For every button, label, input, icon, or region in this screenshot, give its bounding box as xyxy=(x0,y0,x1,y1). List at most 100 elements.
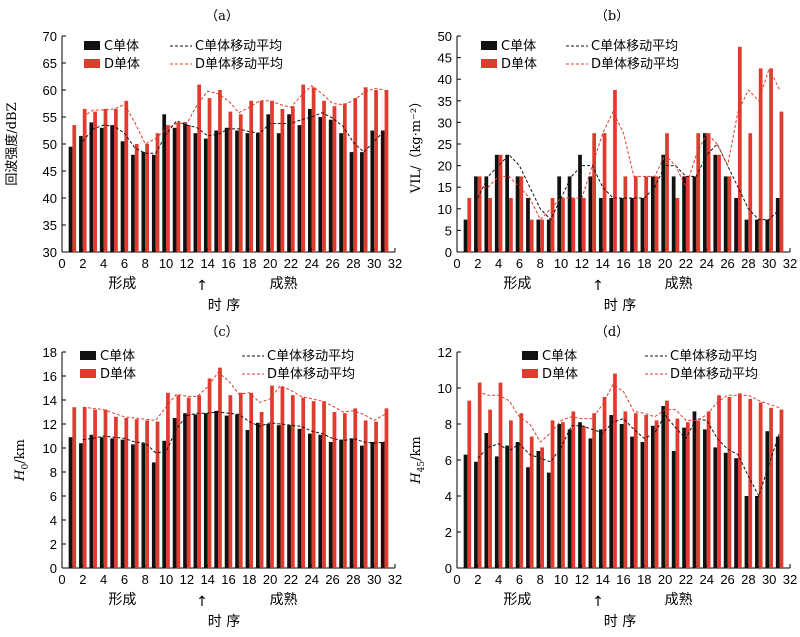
bar-c xyxy=(224,415,229,568)
bar-c xyxy=(235,130,239,252)
x-tick-label: 8 xyxy=(537,572,544,587)
x-tick-label: 4 xyxy=(100,256,107,271)
legend-label: C单体 xyxy=(501,39,536,54)
bar-d xyxy=(322,100,326,252)
y-tick-label: 35 xyxy=(43,218,57,233)
x-tick-label: 14 xyxy=(200,572,214,587)
bar-c xyxy=(297,125,302,252)
y-tick-label: 10 xyxy=(43,441,57,456)
bar-d xyxy=(166,125,170,252)
bar-d xyxy=(290,395,295,568)
bar-d xyxy=(717,395,721,568)
y-tick-label: 2 xyxy=(50,537,57,552)
bar-d xyxy=(186,125,191,252)
bar-c xyxy=(349,152,354,252)
x-tick-label: 18 xyxy=(637,256,651,271)
bar-d xyxy=(270,385,274,568)
x-tick-label: 26 xyxy=(325,256,339,271)
bar-c xyxy=(151,462,156,568)
y-tick-label: 0 xyxy=(445,561,452,576)
bar-c xyxy=(682,176,686,252)
legend-label: D单体 xyxy=(501,57,537,72)
x-tick-label: 12 xyxy=(575,572,589,587)
formation-label: 形成 xyxy=(503,592,531,608)
bar-c xyxy=(183,413,187,568)
bar-d xyxy=(322,401,326,568)
bar-d xyxy=(779,111,784,252)
x-tick-label: 22 xyxy=(679,572,693,587)
panel-title: （c） xyxy=(205,325,238,340)
bar-d xyxy=(706,411,711,568)
y-tick-label: 12 xyxy=(438,345,452,360)
x-tick-label: 26 xyxy=(325,572,339,587)
bar-c xyxy=(68,437,73,568)
y-tick-label: 65 xyxy=(43,56,57,71)
panel-title: （a） xyxy=(205,9,239,24)
x-tick-label: 8 xyxy=(142,256,149,271)
legend: C单体 D单体 C单体移动平均 D单体移动平均 xyxy=(84,39,283,72)
bar-d xyxy=(332,106,337,252)
bar-d xyxy=(374,90,378,252)
moving-average-line-c xyxy=(477,143,780,221)
bar-d xyxy=(301,84,306,252)
x-tick-label: 0 xyxy=(453,572,460,587)
bar-c xyxy=(682,427,686,568)
x-tick-label: 24 xyxy=(305,256,319,271)
bar-d xyxy=(124,418,129,568)
y-tick-label: 12 xyxy=(43,417,57,432)
legend-label: D单体移动平均 xyxy=(591,57,679,72)
legend-label: C单体 xyxy=(104,39,139,54)
bar-c xyxy=(619,424,624,568)
bar-c xyxy=(505,445,510,568)
bar-c xyxy=(297,428,302,568)
y-tick-label: 16 xyxy=(43,369,57,384)
bar-c xyxy=(588,438,593,568)
bar-d xyxy=(498,154,503,252)
bar-d xyxy=(280,108,285,253)
bar-c xyxy=(255,133,260,252)
bar-c xyxy=(765,431,770,568)
bar-c xyxy=(713,154,718,252)
bar-d xyxy=(529,436,534,568)
bar-c xyxy=(619,198,624,252)
bar-d xyxy=(238,392,243,568)
x-tick-label: 0 xyxy=(453,256,460,271)
bar-c xyxy=(380,130,385,252)
y-tick-label: 15 xyxy=(438,180,452,195)
bar-c xyxy=(360,152,364,252)
y-tick-label: 45 xyxy=(43,164,57,179)
legend-label: D单体移动平均 xyxy=(267,367,355,382)
bar-c xyxy=(328,119,333,252)
bar-c xyxy=(661,406,666,568)
mature-label: 成熟 xyxy=(665,592,693,608)
bar-c xyxy=(193,414,198,568)
bar-d xyxy=(581,198,586,252)
bar-d xyxy=(685,176,690,252)
bar-d xyxy=(353,408,358,568)
bar-d xyxy=(477,176,482,252)
bar-c xyxy=(276,133,281,252)
bar-c xyxy=(308,108,312,253)
bar-c xyxy=(339,439,343,568)
bar-c xyxy=(723,176,728,252)
bar-d xyxy=(654,420,659,568)
bar-c xyxy=(744,219,749,252)
bar-c xyxy=(141,152,146,252)
x-tick-label: 32 xyxy=(388,256,402,271)
bar-c xyxy=(120,439,125,568)
legend-swatch xyxy=(522,351,538,360)
bar-c xyxy=(474,176,478,252)
x-tick-label: 6 xyxy=(516,572,523,587)
bar-c xyxy=(692,411,697,568)
bar-c xyxy=(474,461,478,568)
bar-c xyxy=(703,133,707,252)
bar-d xyxy=(675,198,680,252)
bar-c xyxy=(744,496,749,568)
bar-c xyxy=(578,422,582,568)
bar-d xyxy=(384,408,389,568)
x-tick-label: 28 xyxy=(346,256,360,271)
x-tick-label: 10 xyxy=(159,256,173,271)
